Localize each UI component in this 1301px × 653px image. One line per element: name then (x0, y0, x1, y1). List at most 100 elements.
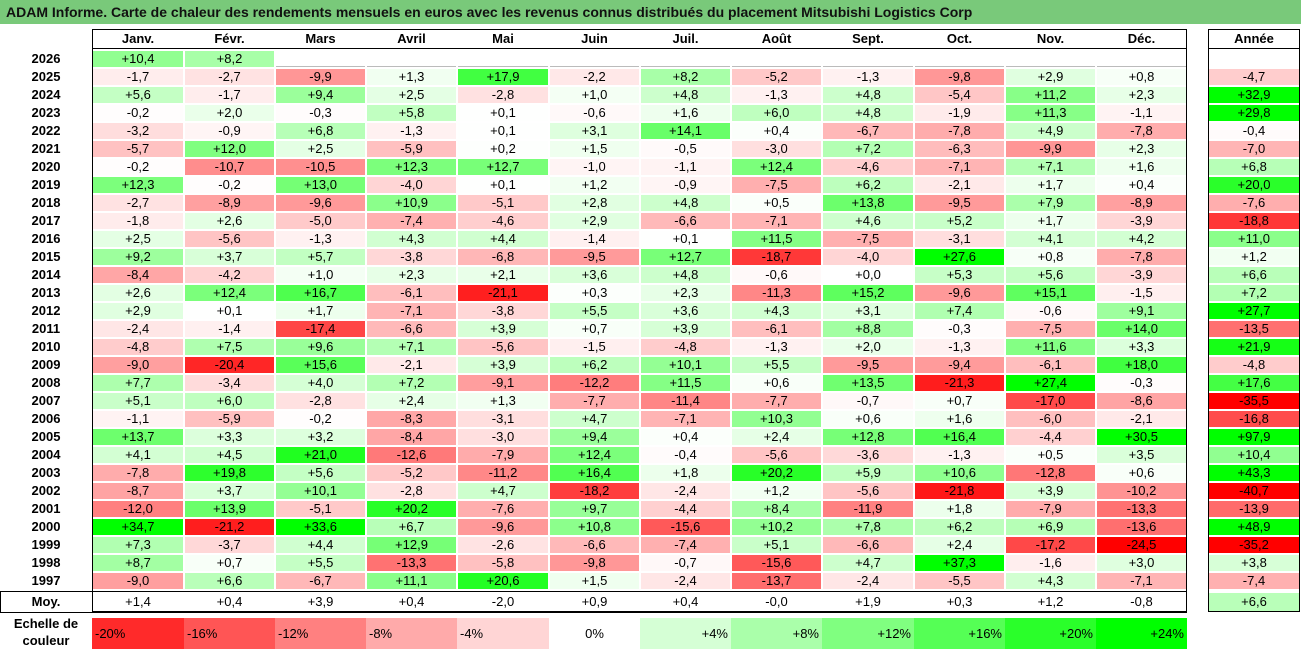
annual-cell: -13,9 (1209, 501, 1299, 517)
legend-swatch: +20% (1005, 618, 1096, 649)
heatmap-cell: -1,3 (915, 447, 1004, 463)
heatmap-cell: -5,9 (185, 411, 274, 427)
heatmap-cell: -1,3 (367, 123, 456, 139)
heatmap-cell: +3,9 (1006, 483, 1095, 499)
heatmap-cell: +2,3 (641, 285, 730, 301)
heatmap-cell: -7,1 (732, 213, 821, 229)
heatmap-cell: -7,8 (93, 465, 183, 481)
heatmap-cell: -6,7 (276, 573, 365, 589)
heatmap-cell: -1,7 (185, 87, 274, 103)
heatmap-cell: +2,3 (1097, 141, 1186, 157)
heatmap-cell: +16,7 (276, 285, 365, 301)
heatmap-cell: -8,9 (185, 195, 274, 211)
heatmap-cell: +11,6 (1006, 339, 1095, 355)
heatmap-cell: -1,3 (915, 339, 1004, 355)
heatmap-cell: +6,7 (367, 519, 456, 535)
average-cell: +0,3 (946, 594, 973, 609)
heatmap-cell: +0,1 (458, 177, 548, 193)
heatmap-cell: +1,5 (550, 141, 639, 157)
heatmap-cell: +0,4 (641, 429, 730, 445)
annual-cell: -16,8 (1209, 411, 1299, 427)
annual-cell: +20,0 (1209, 177, 1299, 193)
heatmap-cell: +4,8 (641, 87, 730, 103)
heatmap-cell: +2,4 (367, 393, 456, 409)
annual-cell: +27,7 (1209, 303, 1299, 319)
heatmap-cell: -11,9 (823, 501, 913, 517)
heatmap-cell: -2,6 (458, 537, 548, 553)
heatmap-cell: +1,7 (1006, 177, 1095, 193)
heatmap-cell: -9,5 (823, 357, 913, 373)
heatmap-cell: +12,4 (550, 447, 639, 463)
month-header: Juil. (640, 29, 731, 49)
heatmap-cell: -0,3 (1097, 375, 1186, 391)
average-cell: +1,2 (1037, 594, 1064, 609)
heatmap-cell: +4,3 (1006, 573, 1095, 589)
heatmap-cell (823, 51, 913, 67)
heatmap-cell: +5,8 (367, 105, 456, 121)
heatmap-cell: +2,0 (823, 339, 913, 355)
heatmap-cell: +2,9 (1006, 69, 1095, 85)
heatmap-cell: -12,0 (93, 501, 183, 517)
heatmap-cell: -8,4 (93, 267, 183, 283)
heatmap-cell: +7,2 (367, 375, 456, 391)
heatmap-cell: +2,5 (93, 231, 183, 247)
heatmap-cell: +3,1 (823, 303, 913, 319)
heatmap-cell: -0,2 (276, 411, 365, 427)
heatmap-cell: +6,2 (915, 519, 1004, 535)
annual-cell: +7,2 (1209, 285, 1299, 301)
heatmap-cell: -18,7 (732, 249, 821, 265)
heatmap-cell: +4,0 (276, 375, 365, 391)
heatmap-cell: +1,2 (732, 483, 821, 499)
heatmap-cell: -7,7 (732, 393, 821, 409)
heatmap-cell: -0,6 (550, 105, 639, 121)
heatmap-cell: +1,5 (550, 573, 639, 589)
average-cell: +0,9 (581, 594, 608, 609)
year-label: 2011 (31, 321, 61, 336)
heatmap-cell: -9,8 (550, 555, 639, 571)
heatmap-cell: -2,4 (823, 573, 913, 589)
heatmap-cell: -5,9 (367, 141, 456, 157)
year-label: 2025 (31, 69, 61, 84)
month-header: Mars (275, 29, 366, 49)
heatmap-cell: -3,8 (367, 249, 456, 265)
heatmap-cell: -7,1 (641, 411, 730, 427)
heatmap-cell: -0,7 (823, 393, 913, 409)
heatmap-cell: +1,8 (915, 501, 1004, 517)
heatmap-cell: +10,1 (276, 483, 365, 499)
year-label: 2010 (31, 339, 61, 354)
heatmap-cell: -7,1 (1097, 573, 1186, 589)
year-label: 2006 (31, 411, 61, 426)
heatmap-cell: +12,9 (367, 537, 456, 553)
heatmap-cell: +4,9 (1006, 123, 1095, 139)
heatmap-cell: -21,2 (185, 519, 274, 535)
heatmap-cell: +8,8 (823, 321, 913, 337)
heatmap-cell: +2,9 (550, 213, 639, 229)
heatmap-cell: +13,9 (185, 501, 274, 517)
heatmap-cell: -9,4 (915, 357, 1004, 373)
year-label: 2009 (31, 357, 61, 372)
heatmap-cell: +0,1 (185, 303, 274, 319)
heatmap-cell: -9,6 (915, 285, 1004, 301)
heatmap-cell: +4,6 (823, 213, 913, 229)
annual-cell: +10,4 (1209, 447, 1299, 463)
heatmap-cell: -7,5 (732, 177, 821, 193)
year-label: 2002 (31, 483, 61, 498)
heatmap-cell: -6,1 (732, 321, 821, 337)
heatmap-cell: -4,4 (1006, 429, 1095, 445)
annual-cell: +3,8 (1209, 555, 1299, 571)
heatmap-cell: -2,7 (185, 69, 274, 85)
heatmap-cell: -0,6 (732, 267, 821, 283)
heatmap-cell: -2,2 (550, 69, 639, 85)
annual-cell: -18,8 (1209, 213, 1299, 229)
heatmap-cell: +1,6 (1097, 159, 1186, 175)
heatmap-cell: -2,8 (367, 483, 456, 499)
heatmap-cell: +27,6 (915, 249, 1004, 265)
legend-swatch: -8% (366, 618, 457, 649)
month-header: Janv. (92, 29, 184, 49)
heatmap-cell: -7,9 (1006, 501, 1095, 517)
annual-cell: -7,6 (1209, 195, 1299, 211)
heatmap-cell: +4,3 (367, 231, 456, 247)
heatmap-cell: +0,7 (185, 555, 274, 571)
heatmap-cell: -8,3 (367, 411, 456, 427)
year-label: 2015 (31, 249, 61, 264)
